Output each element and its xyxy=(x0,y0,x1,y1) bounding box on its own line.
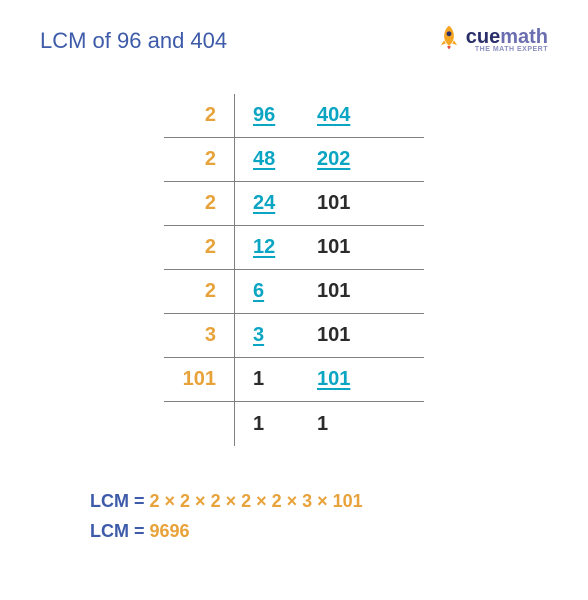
ladder-row: 2 12 101 xyxy=(164,226,424,270)
values-cell: 6 101 xyxy=(234,270,424,313)
divisor-cell: 2 xyxy=(164,104,234,127)
values-cell: 12 101 xyxy=(234,226,424,269)
ladder-row: 33 101 xyxy=(164,314,424,358)
value-b: 1 xyxy=(317,413,353,436)
lcm-label-1: LCM xyxy=(90,491,129,511)
values-cell: 24 101 xyxy=(234,182,424,225)
value-a: 48 xyxy=(253,148,289,171)
values-cell: 11 xyxy=(234,402,424,446)
value-b: 101 xyxy=(317,368,353,391)
ladder-row: 26 101 xyxy=(164,270,424,314)
lcm-expression: 2 × 2 × 2 × 2 × 2 × 3 × 101 xyxy=(150,491,363,511)
divisor-cell: 2 xyxy=(164,280,234,303)
logo-cue-text: cue xyxy=(466,26,500,48)
ladder-row: 2 48 202 xyxy=(164,138,424,182)
value-a: 1 xyxy=(253,413,289,436)
values-cell: 96 404 xyxy=(234,94,424,137)
value-b: 101 xyxy=(317,280,353,303)
value-a: 6 xyxy=(253,280,289,303)
values-cell: 48 202 xyxy=(234,138,424,181)
equals-1: = xyxy=(129,491,150,511)
lcm-result: LCM = 2 × 2 × 2 × 2 × 2 × 3 × 101 LCM = … xyxy=(40,486,548,546)
equals-2: = xyxy=(129,521,150,541)
value-b: 202 xyxy=(317,148,353,171)
values-cell: 3 101 xyxy=(234,314,424,357)
rocket-icon xyxy=(436,24,462,50)
ladder-row: 2 24 101 xyxy=(164,182,424,226)
logo-tagline: THE MATH EXPERT xyxy=(475,46,548,53)
ladder-row: 101 1 101 xyxy=(164,358,424,402)
lcm-label-2: LCM xyxy=(90,521,129,541)
value-b: 101 xyxy=(317,324,353,347)
value-a: 3 xyxy=(253,324,289,347)
divisor-cell: 2 xyxy=(164,192,234,215)
value-a: 96 xyxy=(253,104,289,127)
value-b: 101 xyxy=(317,236,353,259)
logo-math-text: math xyxy=(500,26,548,48)
division-ladder: 2964042482022241012121012610133101101110… xyxy=(164,94,424,446)
ladder-row: 11 xyxy=(164,402,424,446)
value-b: 404 xyxy=(317,104,353,127)
values-cell: 1 101 xyxy=(234,358,424,401)
value-a: 12 xyxy=(253,236,289,259)
ladder-row: 2 96 404 xyxy=(164,94,424,138)
divisor-cell: 3 xyxy=(164,324,234,347)
divisor-cell: 2 xyxy=(164,236,234,259)
lcm-value: 9696 xyxy=(150,521,190,541)
value-a: 24 xyxy=(253,192,289,215)
divisor-cell: 2 xyxy=(164,148,234,171)
value-a: 1 xyxy=(253,368,289,391)
divisor-cell: 101 xyxy=(164,368,234,391)
value-b: 101 xyxy=(317,192,353,215)
